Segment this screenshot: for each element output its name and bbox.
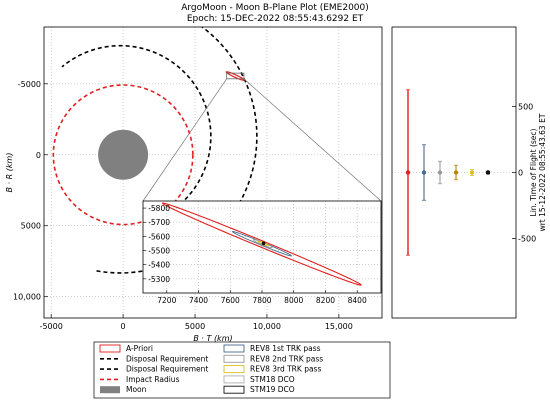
disposal-requirement-inner-arc [61,44,212,218]
main-ytick-label: -5000 [18,80,41,89]
zoom-grid [143,201,381,293]
legend-label-left-4: Moon [126,385,147,394]
main-xtick-label: 10,000 [253,322,281,331]
zoom-xtick-label: 7200 [157,296,176,305]
time-of-flight-panel: 500 0 -500 Lin. Time of Flight (sec) wrt 15-… [391,26,547,319]
disposal-requirement-outer-arc [96,27,258,274]
main-ytick-label: 5000 [21,222,41,231]
zoom-ytick-label: -5800 [148,204,170,213]
legend-swatch-right-2 [223,365,245,374]
main-bplane-panel: -5000 0 5000 10,000 15,000 -5000 0 5000 10,000 B … [5,26,383,343]
main-xtick-label: 15,000 [325,322,353,331]
zoom-ytick-label: -5300 [148,275,170,284]
legend-swatch-left-4 [100,386,120,394]
zoom-ytick-label: -5400 [148,261,170,270]
zoom-point-stm19-dco [261,241,266,246]
tof-ylabel-line1: Lin. Time of Flight (sec) [529,128,538,216]
legend-label-right-3: STM18 DCO [250,375,295,384]
tof-ytick-label: -500 [518,235,536,244]
zoom-connector-left [142,78,227,202]
legend-label-right-2: REV8 3rd TRK pass [250,365,321,374]
legend-label-left-3: Impact Radius [126,375,180,384]
zoom-source-box [226,72,245,80]
zoom-inset-panel: 7200 7400 7600 7800 8000 8200 8400 -5800 -5700 -5… [142,78,382,305]
legend-label-right-1: REV8 2nd TRK pass [250,354,323,363]
tof-point-rev8-1st-trk-pass [421,170,427,175]
tof-point-stm19-dco [485,170,491,175]
legend-label-left-1: Disposal Requirement [126,354,208,363]
legend-label-right-0: REV8 1st TRK pass [250,344,321,353]
chart-subtitle: Epoch: 15-DEC-2022 08:55:43.6292 ET [187,14,364,24]
zoom-xtick-label: 7800 [252,296,271,305]
zoom-ytick-label: -5700 [148,218,170,227]
legend-label-left-2: Disposal Requirement [126,365,208,374]
legend-label-left-0: A-Priori [126,344,153,353]
zoom-xtick-label: 8400 [348,296,367,305]
main-xlabel: B · T (km) [193,334,232,343]
tof-ytick-label: 0 [518,169,523,178]
zoom-xtick-label: 8000 [284,296,303,305]
zoom-ellipse-a-priori [161,202,362,286]
main-plot-area [52,27,258,274]
main-ylabel: B · R (km) [5,153,14,193]
tof-point-rev8-3rd-trk-pass [453,170,459,175]
tof-point-stm18-dco [469,170,475,175]
zoom-ellipse-rev8-1st-trk-pass [231,231,292,257]
zoom-ytick-label: -5500 [148,247,170,256]
main-xtick-label: 5000 [185,322,205,331]
impact-radius-circle [52,84,194,226]
legend-swatch-right-1 [223,354,245,363]
zoom-plot-area [161,202,362,286]
zoom-xtick-label: 7400 [189,296,208,305]
legend-label-right-4: STM19 DCO [250,385,295,394]
main-xtick-label: 0 [121,322,126,331]
zoom-ytick-label: -5600 [148,232,170,241]
legend-swatch-right-0 [223,344,245,353]
tof-ytick-label: 500 [518,102,533,111]
zoom-xtick-label: 8200 [316,296,335,305]
legend-swatch-left-0 [99,344,121,353]
tof-point-a-priori [405,170,411,175]
main-xtick-label: -5000 [40,322,63,331]
tof-point-rev8-2nd-trk-pass [437,170,443,175]
main-axes-frame [43,26,383,319]
main-ytick-label: 0 [36,151,41,160]
zoom-connector-right [243,78,382,202]
main-ytick-label: 10,000 [13,293,41,302]
moon-disk [98,129,149,180]
tof-ylabel-line2: wrt 15-12-2022 08:55:43.63 ET [538,113,547,231]
legend-swatch-right-4 [223,385,245,394]
legend-swatch-right-3 [223,375,245,384]
legend-box [93,341,391,399]
chart-title: ArgoMoon - Moon B-Plane Plot (EME2000) [181,3,369,13]
zoom-xtick-label: 7600 [221,296,240,305]
